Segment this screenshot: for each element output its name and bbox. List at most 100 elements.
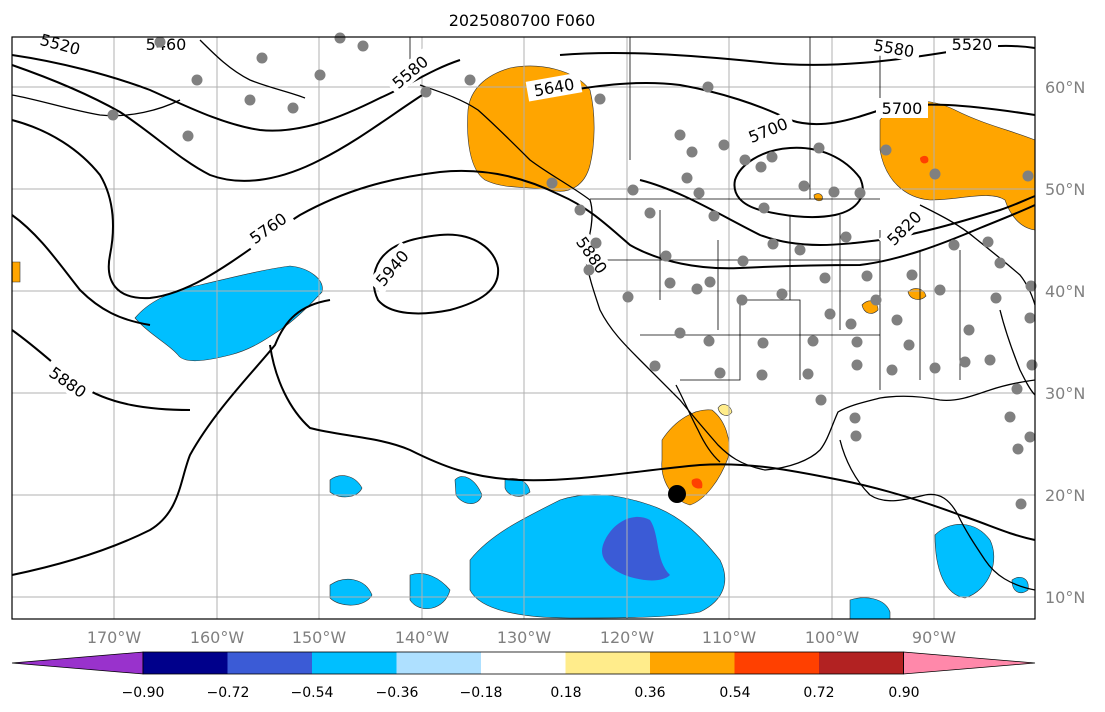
- station-point: [182, 130, 194, 142]
- lon-label: 90°W: [912, 628, 956, 647]
- contour-label: 5520: [952, 35, 993, 54]
- station-point: [929, 362, 941, 374]
- station-point: [420, 86, 432, 98]
- station-point: [154, 36, 166, 48]
- negative-anomaly-region: [849, 597, 891, 620]
- station-point: [845, 318, 857, 330]
- station-point: [574, 204, 586, 216]
- lon-label: 130°W: [497, 628, 552, 647]
- station-point: [851, 336, 863, 348]
- station-point: [622, 291, 634, 303]
- negative-anomaly-region: [469, 494, 726, 619]
- anomaly-shading: [11, 65, 1036, 620]
- station-point: [984, 354, 996, 366]
- lon-label: 110°W: [702, 628, 757, 647]
- colorbar-ticks: −0.90 −0.72 −0.54 −0.36 −0.18 0.18 0.36 …: [122, 685, 920, 701]
- station-point: [767, 238, 779, 250]
- station-point: [256, 52, 268, 64]
- strong-positive-anomaly: [691, 478, 703, 489]
- station-point: [757, 337, 769, 349]
- station-point: [708, 210, 720, 222]
- station-point: [906, 269, 918, 281]
- station-point: [758, 202, 770, 214]
- colorbar-segment: [143, 652, 228, 674]
- lon-label: 140°W: [395, 628, 450, 647]
- station-point: [766, 151, 778, 163]
- station-point: [828, 186, 840, 198]
- colorbar-segment: [650, 652, 735, 674]
- station-point: [703, 335, 715, 347]
- station-point: [756, 369, 768, 381]
- colorbar: [11, 651, 1036, 675]
- station-point: [590, 237, 602, 249]
- colorbar-segment: [481, 652, 566, 674]
- station-point: [819, 272, 831, 284]
- longitude-axis: 170°W 160°W 150°W 140°W 130°W 120°W 110°…: [87, 628, 956, 647]
- colorbar-tick-label: −0.36: [376, 685, 419, 701]
- strong-positive-anomaly: [920, 155, 929, 164]
- colorbar-extend-min: [11, 651, 144, 675]
- station-point: [840, 231, 852, 243]
- latitude-axis: 10°N 20°N 30°N 40°N 50°N 60°N: [1045, 78, 1085, 607]
- station-point: [686, 146, 698, 158]
- negative-anomaly-region: [329, 578, 373, 606]
- station-point: [1011, 383, 1023, 395]
- colorbar-tick-label: 0.54: [719, 685, 750, 701]
- station-point: [546, 177, 558, 189]
- station-point: [807, 335, 819, 347]
- lat-label: 20°N: [1045, 486, 1085, 505]
- negative-anomaly-region: [409, 573, 451, 609]
- graticule: [12, 37, 1035, 619]
- station-point: [854, 187, 866, 199]
- station-point: [963, 324, 975, 336]
- lat-label: 10°N: [1045, 588, 1085, 607]
- colorbar-tick-label: 0.90: [888, 685, 919, 701]
- station-point: [691, 283, 703, 295]
- station-point: [861, 270, 873, 282]
- colorbar-segment: [396, 652, 482, 674]
- colorbar-segment: [819, 652, 904, 674]
- colorbar-tick-label: −0.72: [207, 685, 250, 701]
- station-point: [739, 154, 751, 166]
- station-point: [1015, 498, 1027, 510]
- contour-label: 5700: [882, 99, 923, 118]
- station-point: [794, 244, 806, 256]
- station-point: [674, 327, 686, 339]
- station-point: [627, 184, 639, 196]
- station-point: [704, 276, 716, 288]
- colorbar-tick-label: 0.18: [550, 685, 581, 701]
- station-point: [191, 74, 203, 86]
- lon-label: 120°W: [600, 628, 655, 647]
- coastlines: [11, 39, 1036, 591]
- lon-label: 160°W: [190, 628, 245, 647]
- lat-label: 60°N: [1045, 78, 1085, 97]
- station-point: [674, 129, 686, 141]
- colorbar-tick-label: 0.36: [634, 685, 665, 701]
- colorbar-tick-label: −0.18: [460, 685, 503, 701]
- contour-label: 5460: [146, 35, 187, 54]
- station-point: [982, 236, 994, 248]
- station-point: [959, 356, 971, 368]
- lat-label: 30°N: [1045, 384, 1085, 403]
- station-point: [891, 314, 903, 326]
- station-point: [718, 139, 730, 151]
- station-point: [594, 93, 606, 105]
- station-point: [737, 255, 749, 267]
- map-panel: 5460 5520 5580 5640 5700 5760 5820 5880 …: [11, 30, 1038, 620]
- station-point: [649, 360, 661, 372]
- station-points: [107, 32, 1038, 510]
- station-point: [1012, 443, 1024, 455]
- station-point: [849, 412, 861, 424]
- station-point: [813, 142, 825, 154]
- station-point: [903, 339, 915, 351]
- station-point: [990, 292, 1002, 304]
- station-point: [948, 239, 960, 251]
- station-point: [815, 394, 827, 406]
- colorbar-tick-label: 0.72: [803, 685, 834, 701]
- station-point: [850, 430, 862, 442]
- station-point: [1024, 431, 1036, 443]
- map-title: 2025080700 F060: [449, 11, 596, 30]
- station-point: [702, 81, 714, 93]
- colorbar-segment: [734, 652, 820, 674]
